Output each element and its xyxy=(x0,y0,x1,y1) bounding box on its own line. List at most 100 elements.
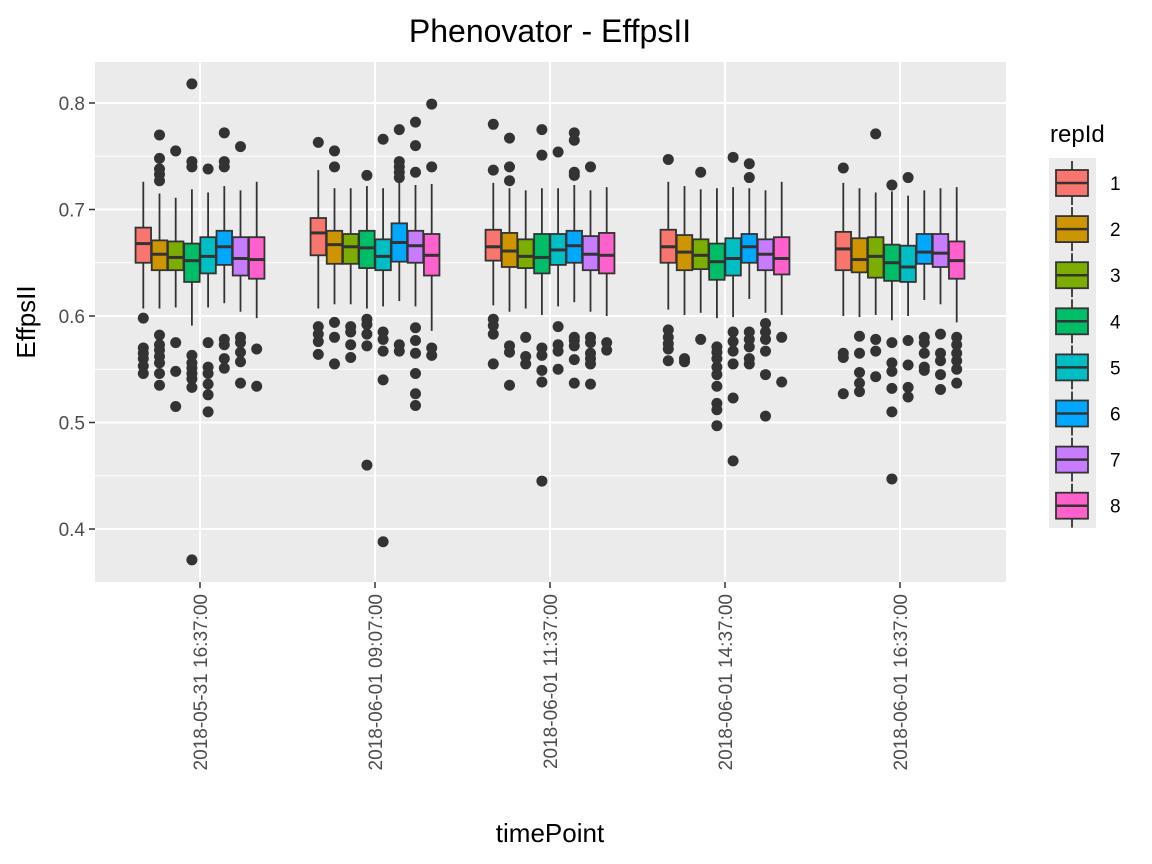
legend-item: 5 xyxy=(1055,345,1121,390)
box xyxy=(342,188,360,364)
outlier-point xyxy=(218,161,230,173)
outlier-point xyxy=(743,358,755,370)
box-body xyxy=(931,233,950,268)
box xyxy=(150,129,169,391)
category-group xyxy=(834,128,966,485)
outlier-point xyxy=(776,331,788,343)
legend-item: 7 xyxy=(1055,437,1121,482)
outlier-point xyxy=(154,329,165,341)
outlier-point xyxy=(410,140,421,152)
y-tick-label: 0.5 xyxy=(59,414,85,435)
outlier-point xyxy=(695,166,707,178)
outlier-point xyxy=(487,320,499,332)
outlier-point xyxy=(552,146,564,158)
outlier-point xyxy=(743,172,755,184)
outlier-point xyxy=(568,134,580,146)
box xyxy=(374,133,392,548)
x-axis: 2018-05-31 16:37:00 2018-06-01 09:07:00 20… xyxy=(191,582,912,770)
outlier-point xyxy=(202,337,214,349)
outlier-point xyxy=(902,172,914,184)
legend-title: repId xyxy=(1050,121,1105,148)
outlier-point xyxy=(410,334,421,346)
outlier-point xyxy=(727,336,739,348)
legend-label: 6 xyxy=(1110,405,1121,426)
outlier-point xyxy=(329,161,340,173)
outlier-point xyxy=(902,391,914,403)
outlier-point xyxy=(760,333,771,345)
box-body xyxy=(342,233,360,265)
outlier-point xyxy=(585,161,596,173)
legend-item: 1 xyxy=(1055,161,1121,205)
outlier-point xyxy=(711,380,723,392)
box-body xyxy=(325,229,344,265)
outlier-point xyxy=(760,317,771,329)
box xyxy=(740,158,758,370)
outlier-point xyxy=(870,345,882,357)
outlier-point xyxy=(504,132,515,144)
outlier-point xyxy=(154,379,165,391)
outlier-point xyxy=(410,399,421,411)
outlier-point xyxy=(361,328,373,340)
box-body xyxy=(134,226,152,264)
legend-item: 8 xyxy=(1055,483,1121,528)
box xyxy=(756,190,775,422)
box-body xyxy=(773,236,791,276)
outlier-point xyxy=(951,377,963,389)
outlier-point xyxy=(870,371,882,383)
outlier-point xyxy=(552,345,564,357)
outlier-point xyxy=(235,346,246,358)
outlier-point xyxy=(251,343,263,355)
outlier-point xyxy=(870,333,882,345)
outlier-point xyxy=(377,345,389,357)
outlier-point xyxy=(695,333,707,345)
box-body xyxy=(358,229,376,269)
outlier-point xyxy=(727,326,739,338)
outlier-point xyxy=(520,331,532,343)
outlier-point xyxy=(886,357,898,369)
box xyxy=(500,132,519,391)
outlier-point xyxy=(410,368,421,380)
box-groups xyxy=(134,78,966,566)
outlier-point xyxy=(137,312,149,324)
legend-label: 3 xyxy=(1110,266,1121,287)
outlier-point xyxy=(870,128,882,140)
box-body xyxy=(183,242,201,283)
outlier-point xyxy=(487,358,499,370)
y-axis-title: EffpsII xyxy=(11,285,41,358)
legend-label: 2 xyxy=(1110,220,1121,241)
outlier-point xyxy=(312,348,324,360)
box xyxy=(850,188,869,398)
outlier-point xyxy=(410,347,421,359)
outlier-point xyxy=(186,381,198,393)
box-body xyxy=(309,217,327,257)
box xyxy=(899,172,917,403)
outlier-point xyxy=(886,473,898,485)
outlier-point xyxy=(727,358,739,370)
box xyxy=(773,181,791,388)
outlier-point xyxy=(218,127,230,139)
outlier-point xyxy=(154,357,165,369)
outlier-point xyxy=(154,129,165,141)
outlier-point xyxy=(902,334,914,346)
outlier-point xyxy=(361,319,373,331)
outlier-point xyxy=(377,374,389,386)
outlier-point xyxy=(251,380,263,392)
outlier-point xyxy=(662,153,674,165)
outlier-point xyxy=(170,401,182,413)
outlier-point xyxy=(837,388,849,400)
box-body xyxy=(915,233,933,265)
outlier-point xyxy=(727,455,739,467)
outlier-point xyxy=(202,378,214,390)
y-tick-label: 0.6 xyxy=(59,307,85,328)
outlier-point xyxy=(760,410,771,422)
box-body xyxy=(167,240,185,272)
outlier-point xyxy=(935,383,946,395)
outlier-point xyxy=(410,116,421,128)
box-body xyxy=(740,233,758,264)
outlier-point xyxy=(137,368,149,380)
outlier-point xyxy=(951,339,963,351)
outlier-point xyxy=(886,365,898,377)
box xyxy=(199,163,217,418)
outlier-point xyxy=(727,392,739,404)
outlier-point xyxy=(854,377,865,389)
